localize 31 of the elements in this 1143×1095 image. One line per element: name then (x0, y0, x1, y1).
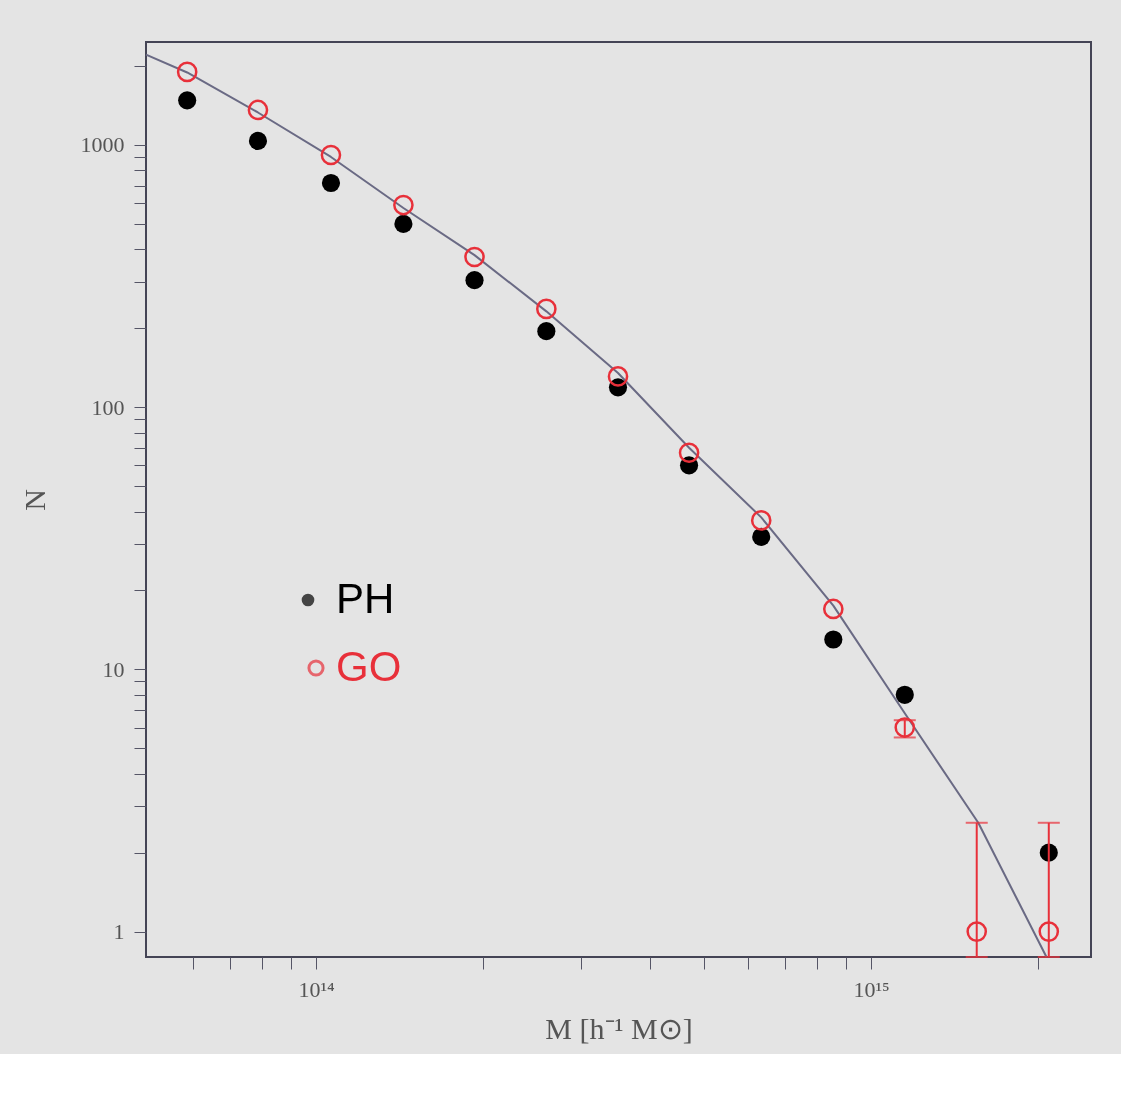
point (822, 598, 844, 620)
x-tick-label: 10¹⁴ (298, 976, 335, 1002)
point (537, 322, 556, 341)
point (178, 91, 197, 110)
legend-label: PH (336, 575, 395, 622)
point (248, 131, 268, 151)
x-tick-label: 10¹⁵ (853, 976, 890, 1002)
point (320, 144, 342, 166)
point (321, 173, 341, 193)
point (750, 510, 772, 531)
y-tick-label: 1000 (80, 132, 125, 158)
point (536, 298, 557, 320)
y-tick-label: 1 (113, 919, 125, 945)
point (1038, 921, 1060, 942)
point (465, 271, 484, 290)
point (393, 194, 414, 216)
point (678, 442, 700, 464)
y-tick-label: 100 (91, 394, 125, 420)
point (895, 685, 914, 704)
point (824, 630, 843, 649)
y-tick-label: 10 (102, 656, 125, 682)
point (752, 527, 771, 546)
point (394, 214, 413, 233)
point (247, 99, 269, 121)
legend-label: GO (336, 643, 402, 690)
point (966, 921, 988, 942)
y-axis-title: N (17, 489, 51, 511)
point (607, 366, 629, 387)
point (176, 61, 198, 83)
x-axis-title: M [h⁻¹ M⊙] (545, 1011, 693, 1045)
point (464, 246, 485, 268)
